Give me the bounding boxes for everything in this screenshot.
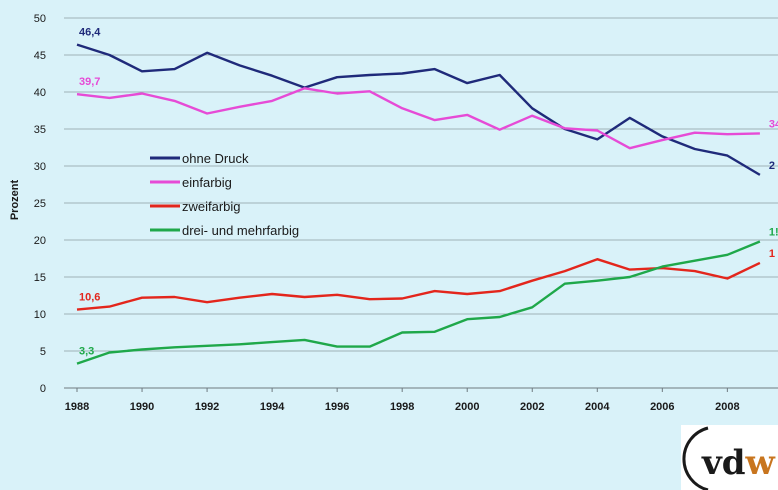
x-tick-2000: 2000 bbox=[455, 401, 479, 413]
logo-background bbox=[681, 425, 778, 490]
data-label-1-1: 34,4 bbox=[769, 118, 778, 130]
x-tick-1990: 1990 bbox=[130, 401, 154, 413]
y-tick-5: 5 bbox=[40, 346, 46, 358]
data-label-3-0: 3,3 bbox=[79, 346, 94, 358]
y-tick-30: 30 bbox=[34, 161, 46, 173]
y-tick-15: 15 bbox=[34, 272, 46, 284]
series-line-3 bbox=[76, 240, 761, 365]
x-tick-2002: 2002 bbox=[520, 401, 544, 413]
logo-arc bbox=[682, 426, 709, 490]
x-tick-1992: 1992 bbox=[195, 401, 219, 413]
legend-label-1: einfarbig bbox=[182, 175, 232, 190]
x-tick-1996: 1996 bbox=[325, 401, 349, 413]
y-tick-20: 20 bbox=[34, 235, 46, 247]
vdw-logo: vdw bbox=[681, 425, 778, 490]
y-tick-0: 0 bbox=[40, 383, 46, 395]
series-line-1 bbox=[76, 87, 760, 150]
y-axis-label: Prozent bbox=[9, 179, 21, 220]
x-tick-2004: 2004 bbox=[585, 401, 610, 413]
logo-text-accent: w bbox=[745, 443, 776, 483]
data-labels: 46,4 2 39,7 34,4 10,6 1 3,3 1! bbox=[79, 27, 778, 358]
data-label-3-1: 1! bbox=[769, 226, 778, 238]
legend: ohne Druck einfarbig zweifarbig drei- und m… bbox=[150, 151, 299, 238]
x-tick-2008: 2008 bbox=[715, 401, 739, 413]
series-line-0 bbox=[76, 43, 761, 176]
series-lines bbox=[76, 43, 761, 365]
legend-label-2: zweifarbig bbox=[182, 199, 241, 214]
logo-text-main: vd bbox=[701, 443, 746, 483]
y-tick-35: 35 bbox=[34, 124, 46, 136]
grid-lines bbox=[64, 17, 778, 389]
data-label-0-1: 2 bbox=[769, 160, 775, 172]
series-line-2 bbox=[76, 258, 761, 311]
data-label-2-0: 10,6 bbox=[79, 292, 100, 304]
x-tick-labels: 1988 1990 1992 1994 1996 1998 2000 2002 2004 2006… bbox=[65, 388, 740, 413]
x-tick-1998: 1998 bbox=[390, 401, 414, 413]
data-label-2-1: 1 bbox=[769, 248, 775, 260]
x-tick-1988: 1988 bbox=[65, 401, 89, 413]
y-tick-40: 40 bbox=[34, 87, 46, 99]
svg-text:vdw: vdw bbox=[701, 443, 776, 483]
data-label-0-0: 46,4 bbox=[79, 27, 101, 39]
x-tick-2006: 2006 bbox=[650, 401, 674, 413]
x-tick-1994: 1994 bbox=[260, 401, 285, 413]
data-label-1-0: 39,7 bbox=[79, 76, 100, 88]
y-tick-50: 50 bbox=[34, 13, 46, 25]
y-tick-labels: 0 5 10 15 20 25 30 35 40 45 50 bbox=[34, 13, 46, 395]
legend-label-0: ohne Druck bbox=[182, 151, 249, 166]
y-tick-45: 45 bbox=[34, 50, 46, 62]
y-tick-10: 10 bbox=[34, 309, 46, 321]
legend-label-3: drei- und mehrfarbig bbox=[182, 223, 299, 238]
y-tick-25: 25 bbox=[34, 198, 46, 210]
